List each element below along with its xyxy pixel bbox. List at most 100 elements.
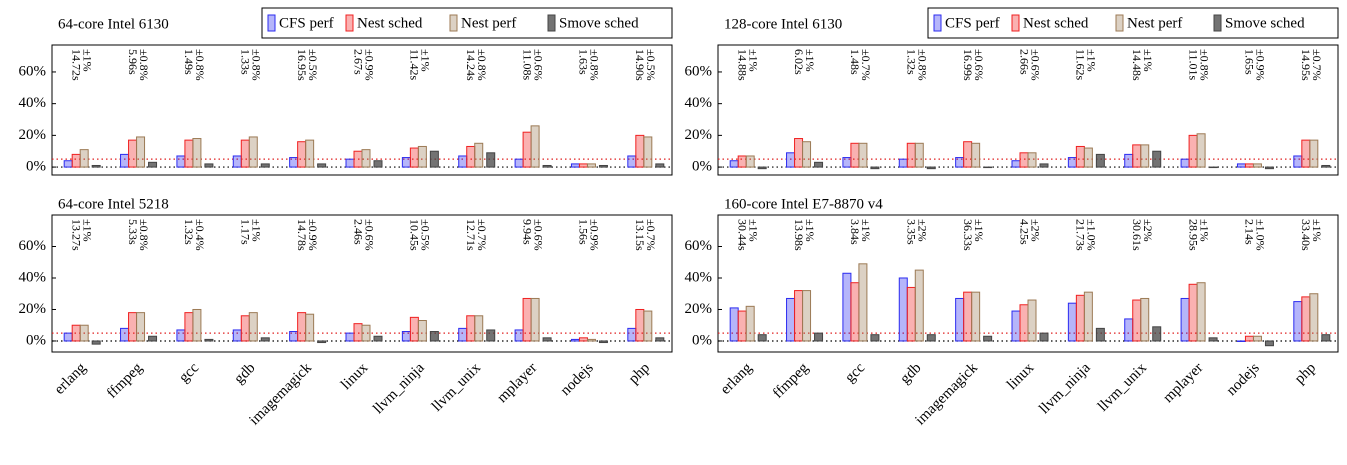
bar — [1152, 326, 1162, 342]
bar — [317, 163, 327, 168]
runtime-annotation: 36.33s — [961, 219, 975, 251]
bar — [729, 307, 739, 342]
runtime-annotation: 1.56s — [577, 219, 591, 245]
bar — [627, 327, 637, 342]
bar — [1188, 134, 1198, 168]
runtime-annotation: ±0.6% — [362, 219, 376, 251]
bar — [926, 166, 936, 170]
bar — [91, 340, 101, 345]
bar — [983, 166, 993, 169]
bar — [971, 291, 981, 342]
x-tick-label: mplayer — [494, 360, 540, 406]
bar — [458, 327, 468, 342]
chart-title: 160-core Intel E7-8870 v4 — [724, 196, 883, 212]
bar — [409, 147, 419, 168]
chart-title: 64-core Intel 6130 — [58, 16, 169, 32]
bar — [486, 329, 496, 342]
bar — [91, 164, 101, 168]
runtime-annotation: ±0.5% — [419, 219, 433, 251]
bar — [1124, 318, 1134, 342]
runtime-annotation: 3.35s — [905, 219, 919, 245]
bar — [474, 315, 484, 342]
y-tick-label: 0% — [692, 159, 712, 175]
bar — [1140, 144, 1150, 168]
runtime-annotation: 11.01s — [1186, 49, 1200, 81]
bar — [757, 166, 767, 170]
bar — [305, 313, 315, 342]
runtime-annotation: 1.33s — [239, 49, 253, 75]
legend-swatch — [267, 14, 276, 32]
bar — [926, 334, 936, 342]
runtime-annotation: ±1% — [803, 49, 817, 72]
bar — [373, 335, 383, 342]
bar — [1180, 297, 1190, 342]
bar — [1075, 145, 1085, 168]
bar — [128, 312, 138, 342]
bar — [1067, 302, 1077, 342]
bar — [1019, 152, 1029, 168]
bar — [417, 320, 427, 342]
bar — [1132, 144, 1142, 168]
bar — [401, 331, 411, 342]
x-tick-label: gcc — [842, 360, 868, 386]
bar — [1236, 163, 1246, 168]
runtime-annotation: 16.99s — [961, 49, 975, 81]
runtime-annotation: ±0.8% — [250, 49, 264, 81]
y-tick-label: 20% — [685, 127, 713, 143]
chart-title: 128-core Intel 6130 — [724, 16, 842, 32]
y-tick-label: 20% — [19, 301, 47, 317]
runtime-annotation: 1.63s — [577, 49, 591, 75]
bar — [353, 150, 363, 168]
bar — [1309, 293, 1319, 342]
legend-box — [927, 7, 1339, 39]
runtime-annotation: ±2% — [916, 219, 930, 242]
bar — [148, 335, 158, 342]
bar — [578, 337, 588, 342]
bar — [1180, 158, 1190, 168]
bar — [643, 136, 653, 168]
bar — [1132, 299, 1142, 342]
runtime-annotation: 1.65s — [1243, 49, 1257, 75]
runtime-annotation: ±0.7% — [1310, 49, 1324, 81]
y-tick-label: 20% — [685, 301, 713, 317]
x-tick-label: php — [626, 360, 653, 387]
runtime-annotation: ±0.8% — [193, 49, 207, 81]
bar — [260, 337, 270, 342]
runtime-annotation: 5.96s — [126, 49, 140, 75]
bar — [184, 312, 194, 342]
runtime-annotation: ±0.8% — [137, 49, 151, 81]
runtime-annotation: ±0.9% — [588, 219, 602, 251]
runtime-annotation: ±1% — [250, 219, 264, 242]
runtime-annotation: ±1% — [80, 219, 94, 242]
bar — [530, 297, 540, 342]
bar — [1293, 155, 1303, 168]
bar — [1019, 304, 1029, 342]
bar — [1095, 153, 1105, 168]
bar — [317, 340, 327, 344]
bar — [963, 291, 973, 342]
bar — [802, 141, 812, 168]
bar — [542, 337, 552, 342]
x-tick-label: php — [1292, 360, 1319, 387]
runtime-annotation: 1.48s — [848, 49, 862, 75]
bar — [361, 149, 371, 168]
bar — [260, 163, 270, 168]
y-tick-label: 20% — [19, 127, 47, 143]
bar — [71, 153, 81, 168]
x-tick-label: erlang — [52, 360, 90, 398]
runtime-annotation: ±0.7% — [644, 219, 658, 251]
bar — [305, 139, 315, 168]
bar — [635, 308, 645, 342]
bar — [1208, 166, 1218, 169]
runtime-annotation: 14.88s — [735, 49, 749, 81]
x-tick-label: linux — [338, 360, 371, 393]
x-tick-label: llvm_ninja — [1036, 360, 1094, 418]
runtime-annotation: ±0.5% — [644, 49, 658, 81]
x-tick-label: ffmpeg — [770, 360, 812, 402]
bar — [814, 332, 824, 342]
runtime-annotation: ±1% — [1197, 219, 1211, 242]
bar — [522, 297, 532, 342]
legend-box — [261, 7, 673, 39]
runtime-annotation: ±1% — [746, 49, 760, 72]
bar — [63, 160, 73, 168]
